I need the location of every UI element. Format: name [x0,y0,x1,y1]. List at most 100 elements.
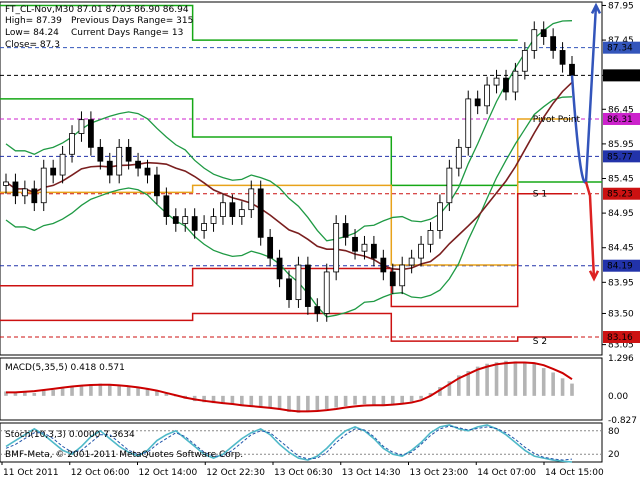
candle-body [323,271,330,314]
macd-histogram-bar [51,390,55,396]
header-prev-range: Previous Days Range= 315 [71,16,193,26]
candle-body [352,236,358,252]
header-curr-range: Current Days Range= 13 [71,28,183,38]
level-label: Pivot Point [533,115,581,125]
candle-body [399,264,406,287]
macd-y-tick-label: -0.827 [608,416,637,426]
header-close: Close= 87.3 [5,40,60,50]
macd-histogram-bar [211,395,216,404]
macd-histogram-bar [315,395,320,411]
price-tag-box [603,150,640,163]
macd-signal-line [6,361,573,413]
price-tag-box [603,259,640,272]
macd-histogram-bar [4,391,8,396]
y-tick-label: 84.45 [608,244,634,254]
x-tick-label: 13 Oct 14:30 [342,468,401,478]
price-tag-box [603,69,640,82]
candle-body [437,202,443,231]
candle-body [455,146,462,169]
candle-body [31,188,38,204]
price-tag-label: 86.94 [607,71,633,81]
candle-body [418,243,424,259]
header-ohlc: FT_CL-Nov,M30 87.01 87.03 86.90 86.94 [5,5,189,15]
candle-body [116,146,123,176]
macd-y-tick-label: 0.00 [608,392,628,402]
footer-copyright: BMF-Meta, © 2001-2011 MetaQuotes Softwar… [5,450,243,460]
candle-body [370,243,377,259]
macd-histogram-bar [334,395,338,408]
candle-body [304,264,311,307]
x-tick-label: 14 Oct 07:00 [477,468,536,478]
macd-histogram-bar [13,392,18,396]
projection-down-arrowhead [588,270,600,282]
macd-histogram-bar [541,368,546,396]
candle-body [267,236,274,259]
macd-histogram-bar [428,392,433,396]
macd-histogram-bar [362,395,367,405]
y-tick-label: 83.50 [608,309,634,319]
candle-body [342,223,349,238]
candle-body [238,209,245,217]
y-tick-label: 87.95 [608,1,634,11]
macd-histogram-bar [287,395,291,412]
candle-body [172,216,179,224]
macd-histogram-bar [296,395,301,413]
bollinger-upper-line [5,20,573,242]
macd-histogram-bar [277,395,282,410]
candle-body [333,223,340,273]
candle-body [484,84,491,107]
candle-body [12,181,19,197]
macd-histogram-bar [117,385,121,396]
candle-body [474,98,481,107]
support-s2-line [0,312,572,342]
stoch-label: Stoch(10,3,3) 0.0000 7.3634 [5,430,135,440]
macd-histogram-bar [551,372,555,396]
macd-histogram-bar [494,362,499,396]
price-tag-label: 85.23 [607,190,633,200]
header-low: Low= 84.24 [5,28,59,38]
macd-histogram-bar [438,387,442,396]
header-high: High= 87.39 [5,16,62,26]
stoch-y-tick-label: 20 [608,450,620,460]
candle-body [59,153,66,176]
macd-histogram-bar [70,387,74,396]
macd-histogram-bar [400,395,404,404]
macd-histogram-bar [504,360,508,396]
macd-histogram-bar [230,395,235,405]
level-label: S 2 [533,337,547,347]
macd-histogram-bar [155,390,159,396]
candle-body [182,216,189,224]
y-tick-label: 87.45 [608,36,634,46]
macd-histogram-bar [60,388,65,396]
candle-body [521,50,528,72]
candle-body [3,181,9,186]
candle-body [229,202,236,217]
candle-body [135,160,141,169]
candle-body [559,50,566,65]
resistance-r2-line [0,4,518,41]
candle-body [106,160,113,176]
price-tag-label: 83.16 [607,333,633,343]
macd-histogram-bar [381,395,386,407]
price-tag-box [603,41,640,54]
candle-body [569,63,575,76]
x-tick-label: 13 Oct 23:00 [410,468,469,478]
x-tick-label: 12 Oct 06:00 [71,468,130,478]
candle-body [257,188,264,238]
macd-histogram-bar [353,395,357,405]
x-tick-label: 14 Oct 15:00 [545,468,604,478]
macd-histogram-bar [41,390,46,396]
macd-histogram-bar [98,383,103,396]
support-s1-line [0,192,572,308]
macd-histogram-bar [475,366,480,396]
projection-up-arrowhead [590,2,602,15]
candle-body [21,188,28,197]
macd-histogram-bar [523,362,527,396]
pane-frame-3 [0,422,603,463]
candle-body [286,278,292,301]
macd-histogram-bar [485,363,489,396]
x-tick-label: 13 Oct 06:30 [274,468,333,478]
price-tag-label: 86.31 [607,115,633,125]
